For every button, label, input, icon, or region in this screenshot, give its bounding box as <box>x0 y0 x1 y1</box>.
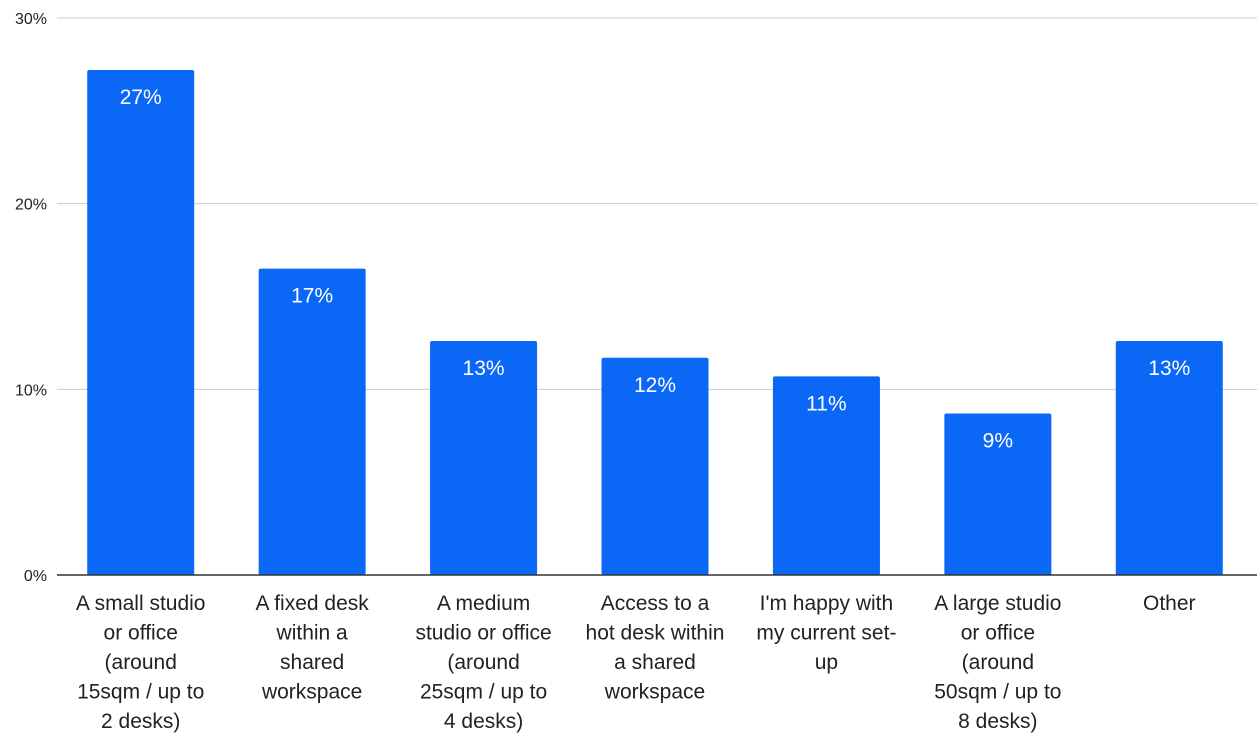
category-label-line: A medium <box>437 592 530 615</box>
category-label-line: (around <box>447 651 519 674</box>
category-label: A small studio or office (around 15sqm / up… <box>76 592 206 733</box>
category-label-line: within a <box>276 622 349 645</box>
category-label: A medium studio or office (around 25sqm / u… <box>415 592 551 733</box>
bar <box>258 268 366 575</box>
category-label-line: Access to a <box>601 592 710 615</box>
category-label-line: I'm happy with <box>760 592 894 615</box>
data-label: 11% <box>806 392 846 415</box>
bar <box>430 341 538 575</box>
category-label-line: 2 desks) <box>101 710 180 733</box>
y-tick-label: 20% <box>15 197 47 214</box>
category-label-line: Other <box>1143 592 1196 615</box>
category-label-line: a shared <box>614 651 696 674</box>
data-label: 12% <box>634 374 676 397</box>
category-label-line: my current set- <box>756 622 896 645</box>
category-label-line: workspace <box>604 681 705 704</box>
category-label-line: shared <box>280 651 344 674</box>
category-label-line: hot desk within <box>586 622 725 645</box>
data-label: 9% <box>983 429 1013 452</box>
bars <box>87 69 1223 575</box>
bar <box>944 413 1052 575</box>
category-label: I'm happy with my current set-up <box>756 592 896 674</box>
category-label-line: studio or office <box>415 622 551 645</box>
category-label-line: 8 desks) <box>958 710 1037 733</box>
data-labels: 27% 17% 13% 12% 11% 9% 13% <box>120 86 1191 452</box>
gridlines <box>57 17 1257 390</box>
data-label: 27% <box>120 86 162 109</box>
category-label-line: (around <box>105 651 177 674</box>
y-tick-label: 0% <box>24 568 47 585</box>
category-label-line: or office <box>961 622 1035 645</box>
data-label: 13% <box>1148 357 1190 380</box>
bar <box>772 376 880 575</box>
data-label: 17% <box>291 285 333 308</box>
bar <box>87 69 195 575</box>
category-label-line: (around <box>962 651 1034 674</box>
x-axis-categories: A small studio or office (around 15sqm / up… <box>76 592 1196 733</box>
bar <box>601 357 709 575</box>
category-label-line: or office <box>104 622 178 645</box>
category-label: Other <box>1143 592 1196 615</box>
category-label-line: up <box>815 651 838 674</box>
category-label-line: 15sqm / up to <box>77 681 204 704</box>
category-label: A fixed desk within a shared workspace <box>256 592 370 704</box>
data-label: 13% <box>463 357 505 380</box>
category-label-line: A fixed desk <box>256 592 370 615</box>
category-label-line: workspace <box>261 681 362 704</box>
category-label: A large studio or office (around 50sqm / up… <box>934 592 1061 733</box>
y-axis-ticks: 0% 10% 20% 30% <box>15 11 47 585</box>
category-label-line: A large studio <box>934 592 1061 615</box>
category-label-line: 4 desks) <box>444 710 523 733</box>
bar <box>1115 341 1223 575</box>
category-label: Access to a hot desk within a shared worksp… <box>586 592 725 704</box>
category-label-line: 25sqm / up to <box>420 681 547 704</box>
category-label-line: A small studio <box>76 592 206 615</box>
y-tick-label: 10% <box>15 382 47 399</box>
y-tick-label: 30% <box>15 11 47 28</box>
category-label-line: 50sqm / up to <box>934 681 1061 704</box>
